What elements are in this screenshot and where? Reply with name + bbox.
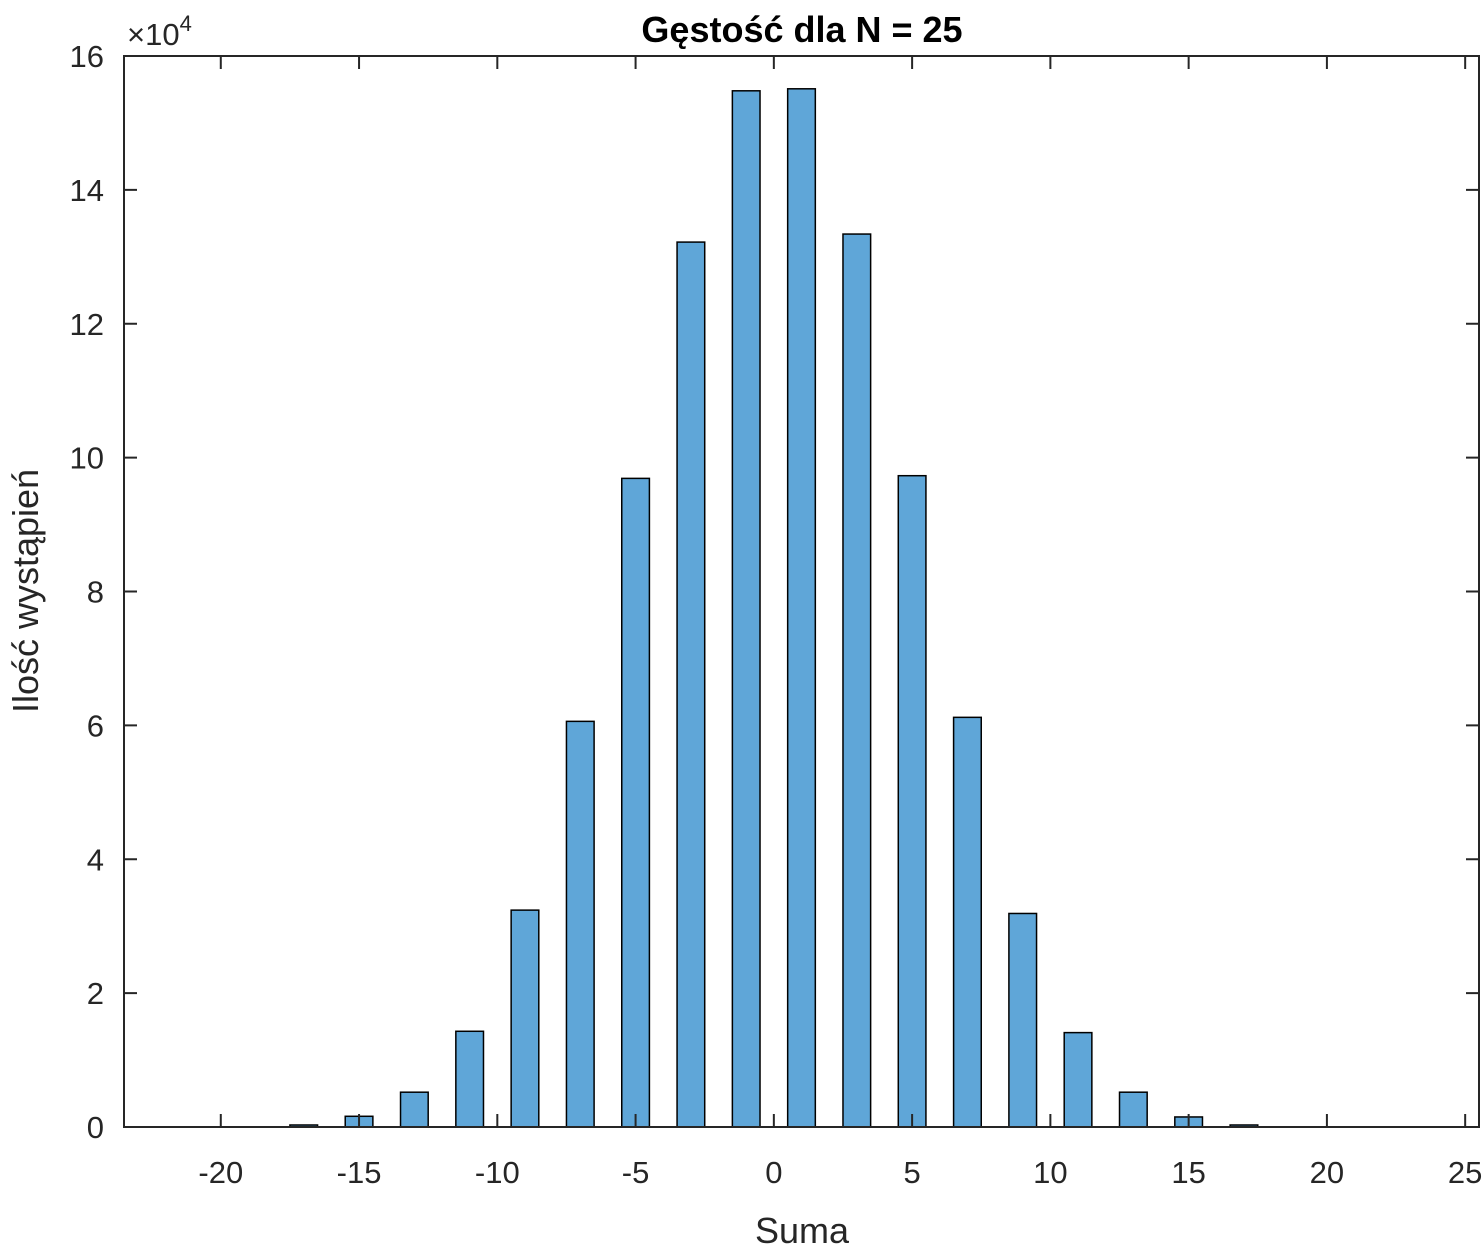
plot-area-frame	[123, 55, 1480, 1128]
y-tick-label: 0	[87, 1110, 104, 1145]
bar	[952, 716, 982, 1128]
y-exponent-power: 4	[180, 11, 192, 36]
x-tick-label: 15	[1171, 1155, 1205, 1190]
x-tick-label: -5	[622, 1155, 650, 1190]
y-exponent-base: ×10	[127, 17, 180, 52]
bar	[455, 1030, 485, 1128]
y-tick-label: 4	[87, 842, 104, 877]
y-axis-label: Ilość wystąpień	[5, 469, 46, 713]
bar	[1118, 1091, 1148, 1128]
x-tick-label: -10	[475, 1155, 520, 1190]
y-tick-label: 8	[87, 575, 104, 610]
y-tick-label: 14	[70, 173, 104, 208]
y-exponent-label: ×104	[127, 11, 192, 52]
x-tick-label: 5	[903, 1155, 920, 1190]
x-tick-label: -15	[337, 1155, 382, 1190]
y-tick-label: 6	[87, 708, 104, 743]
bar	[786, 88, 817, 1128]
bar	[565, 720, 595, 1128]
chart-title: Gęstość dla N = 25	[641, 9, 962, 50]
bar	[399, 1091, 429, 1128]
y-tick-label: 2	[87, 976, 104, 1011]
bar	[510, 909, 540, 1128]
bar-series	[289, 88, 1259, 1128]
bar	[842, 233, 872, 1128]
x-tick-labels: -20 -15 -10 -5 0 5 10 15 20 25	[198, 1155, 1482, 1190]
y-tick-label: 16	[70, 39, 104, 74]
x-tick-label: 10	[1033, 1155, 1067, 1190]
axis-ticks	[124, 55, 1479, 1128]
x-axis-label: Suma	[755, 1210, 850, 1250]
y-tick-labels: 0 2 4 6 8 10 12 14 16	[70, 39, 104, 1145]
y-tick-label: 12	[70, 307, 104, 342]
bar	[731, 90, 761, 1128]
bar	[897, 474, 927, 1128]
x-tick-label: -20	[198, 1155, 243, 1190]
bar	[621, 477, 651, 1128]
x-tick-label: 20	[1310, 1155, 1344, 1190]
bar	[676, 241, 706, 1128]
bar	[1008, 912, 1038, 1128]
x-tick-label: 25	[1448, 1155, 1482, 1190]
x-tick-label: 0	[765, 1155, 782, 1190]
y-tick-label: 10	[70, 441, 104, 476]
bar	[1063, 1031, 1093, 1128]
